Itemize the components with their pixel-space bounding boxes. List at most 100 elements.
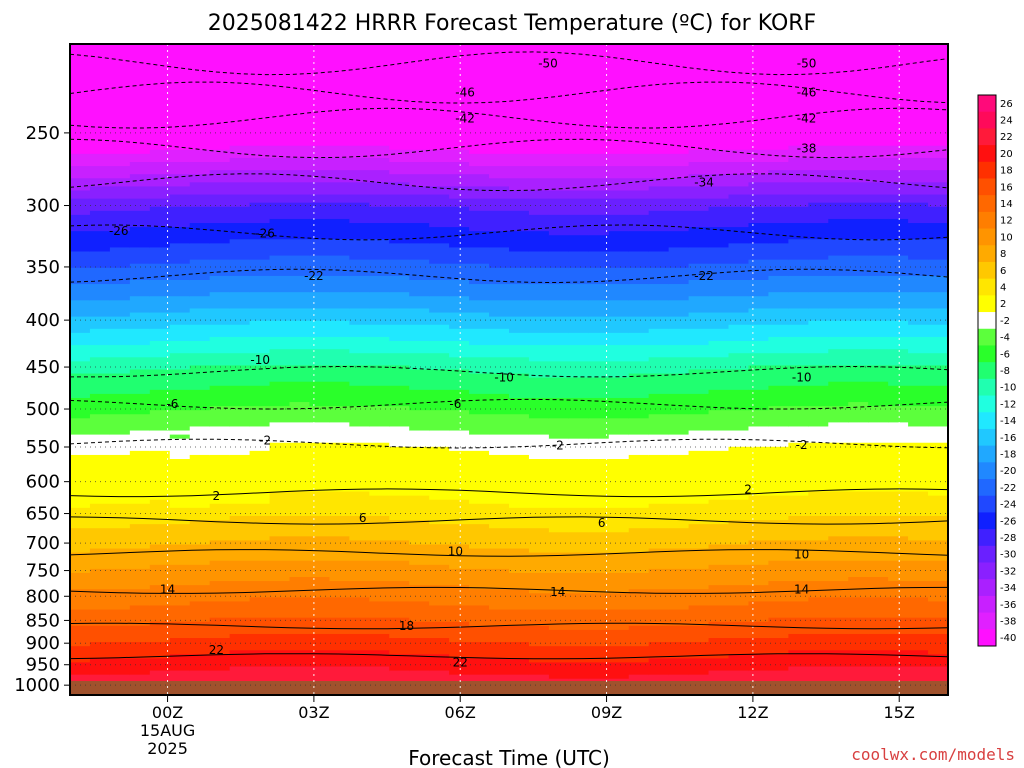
temperature-band: [249, 223, 271, 240]
temperature-band: [309, 275, 331, 293]
temperature-band: [808, 44, 829, 147]
temperature-band: [908, 202, 929, 224]
temperature-band: [788, 206, 809, 224]
temperature-band: [389, 174, 410, 183]
temperature-band: [70, 332, 91, 346]
temperature-band: [768, 353, 789, 367]
temperature-band: [628, 214, 650, 232]
temperature-band: [788, 353, 809, 367]
temperature-band: [109, 300, 131, 318]
temperature-band: [189, 259, 211, 281]
temperature-band: [189, 564, 211, 586]
temperature-band: [349, 308, 370, 326]
isotherm-label: -2: [259, 433, 271, 447]
temperature-band: [548, 190, 570, 200]
temperature-band: [489, 454, 510, 505]
isotherm-label: 14: [160, 583, 175, 597]
temperature-band: [389, 341, 410, 354]
temperature-band: [129, 658, 151, 676]
temperature-band: [768, 670, 789, 684]
temperature-band: [269, 365, 291, 383]
temperature-band: [70, 507, 91, 529]
temperature-band: [568, 190, 590, 200]
temperature-band: [149, 544, 171, 566]
temperature-band: [209, 540, 231, 562]
temperature-band: [568, 235, 590, 253]
temperature-band: [708, 389, 730, 411]
temperature-band: [389, 259, 410, 277]
temperature-band: [928, 406, 949, 428]
temperature-band: [708, 450, 730, 501]
colorbar-frame: [977, 94, 997, 647]
temperature-band: [309, 336, 331, 350]
temperature-band: [489, 231, 510, 249]
temperature-band: [648, 300, 670, 318]
temperature-band: [309, 666, 331, 684]
temperature-band: [888, 239, 909, 257]
temperature-band: [588, 609, 610, 631]
temperature-band: [908, 617, 929, 635]
temperature-band: [249, 275, 271, 293]
temperature-band: [888, 349, 909, 367]
colorbar-swatch: [978, 111, 996, 129]
temperature-band: [888, 202, 909, 220]
temperature-band: [369, 353, 390, 367]
temperature-band: [70, 418, 91, 436]
colorbar-label: 16: [1000, 182, 1013, 193]
temperature-band: [449, 186, 470, 200]
temperature-band: [748, 341, 770, 354]
temperature-band: [548, 345, 570, 362]
temperature-band: [109, 434, 131, 456]
temperature-band: [489, 284, 510, 301]
temperature-band: [489, 434, 510, 456]
ground-strip: [70, 681, 948, 695]
temperature-band: [349, 145, 370, 159]
temperature-band: [469, 589, 490, 607]
temperature-band: [628, 316, 650, 334]
temperature-band: [70, 662, 91, 676]
colorbar-swatch: [978, 479, 996, 497]
temperature-band: [748, 296, 770, 310]
temperature-band: [888, 308, 909, 322]
temperature-band: [608, 418, 630, 436]
isotherm-label: -50: [538, 56, 558, 70]
temperature-band: [668, 434, 690, 456]
temperature-band: [708, 499, 730, 525]
temperature-band: [728, 243, 750, 265]
credit-text: coolwx.com/models: [851, 745, 1015, 764]
temperature-band: [848, 239, 869, 257]
temperature-band: [289, 402, 311, 423]
temperature-band: [888, 666, 909, 684]
temperature-band: [828, 218, 849, 240]
y-tick-label: 450: [26, 357, 60, 378]
temperature-band: [409, 430, 430, 448]
temperature-band: [788, 633, 809, 651]
temperature-band: [708, 605, 730, 623]
temperature-band: [528, 552, 550, 574]
temperature-band: [548, 214, 570, 236]
temperature-band: [668, 658, 690, 676]
temperature-band: [429, 44, 450, 151]
temperature-band: [588, 397, 610, 419]
temperature-band: [509, 548, 530, 574]
temperature-band: [449, 658, 470, 676]
temperature-band: [808, 581, 829, 598]
temperature-band: [568, 153, 590, 167]
temperature-band: [728, 44, 750, 151]
temperature-band: [409, 638, 430, 655]
y-tick-label: 1000: [14, 675, 60, 696]
colorbar-label: -22: [1000, 483, 1016, 494]
temperature-band: [928, 206, 949, 224]
temperature-band: [928, 170, 949, 183]
temperature-band: [868, 617, 889, 635]
temperature-band: [469, 186, 490, 200]
temperature-band: [768, 44, 789, 151]
temperature-band: [548, 300, 570, 318]
temperature-band: [888, 581, 909, 598]
temperature-band: [568, 44, 590, 155]
temperature-band: [828, 308, 849, 322]
temperature-band: [728, 227, 750, 244]
temperature-band: [808, 145, 829, 159]
temperature-band: [628, 332, 650, 346]
temperature-band: [469, 247, 490, 265]
